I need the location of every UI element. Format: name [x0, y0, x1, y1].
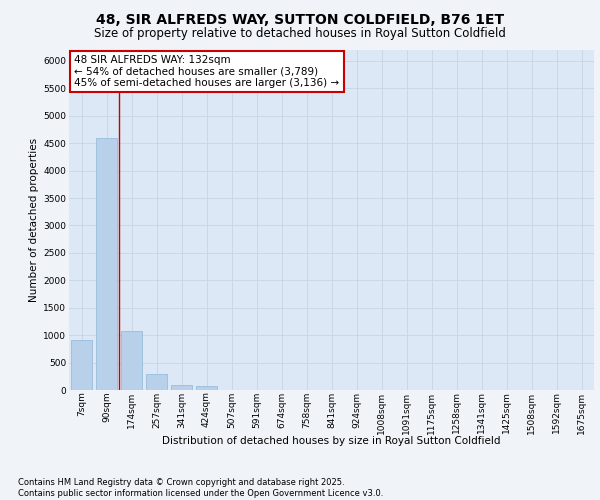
Bar [96, 138, 117, 390]
Bar [121, 331, 142, 390]
Bar [171, 385, 192, 390]
Bar [196, 386, 217, 390]
Bar [146, 374, 167, 390]
Y-axis label: Number of detached properties: Number of detached properties [29, 138, 39, 302]
X-axis label: Distribution of detached houses by size in Royal Sutton Coldfield: Distribution of detached houses by size … [162, 436, 501, 446]
Bar [71, 340, 92, 390]
Text: Contains HM Land Registry data © Crown copyright and database right 2025.
Contai: Contains HM Land Registry data © Crown c… [18, 478, 383, 498]
Text: 48 SIR ALFREDS WAY: 132sqm
← 54% of detached houses are smaller (3,789)
45% of s: 48 SIR ALFREDS WAY: 132sqm ← 54% of deta… [74, 55, 340, 88]
Text: 48, SIR ALFREDS WAY, SUTTON COLDFIELD, B76 1ET: 48, SIR ALFREDS WAY, SUTTON COLDFIELD, B… [96, 12, 504, 26]
Text: Size of property relative to detached houses in Royal Sutton Coldfield: Size of property relative to detached ho… [94, 28, 506, 40]
